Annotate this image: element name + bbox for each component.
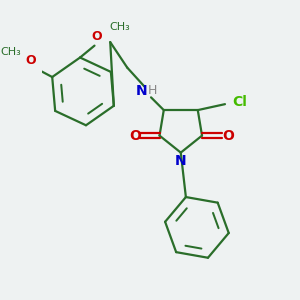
Text: CH₃: CH₃ xyxy=(0,46,21,56)
Text: CH₃: CH₃ xyxy=(109,22,130,32)
Text: O: O xyxy=(26,54,36,68)
Text: N: N xyxy=(136,84,148,98)
Text: O: O xyxy=(129,129,141,142)
Text: Cl: Cl xyxy=(232,95,247,110)
Text: O: O xyxy=(91,30,101,43)
Text: N: N xyxy=(175,154,187,168)
Text: O: O xyxy=(222,129,234,142)
Text: H: H xyxy=(148,84,158,97)
